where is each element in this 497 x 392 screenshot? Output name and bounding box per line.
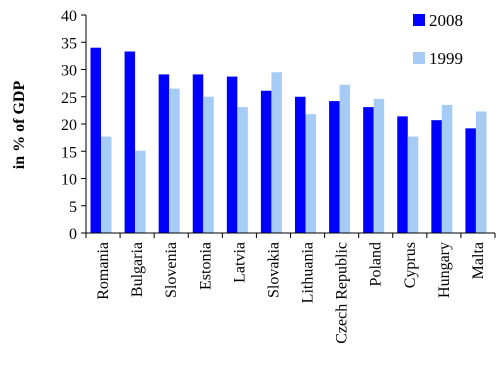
legend-swatch (413, 14, 425, 26)
bar-2008-lithuania (295, 96, 306, 233)
bar-1999-slovenia (169, 88, 180, 233)
bar-2008-slovakia (260, 90, 272, 233)
legend-label: 2008 (429, 11, 463, 30)
x-tick-label: Latvia (231, 242, 248, 283)
bar-2008-latvia (226, 76, 238, 234)
bar-1999-cyprus (407, 136, 419, 233)
legend: 2008 1999 (413, 11, 463, 68)
bar-1999-czech-republic (339, 84, 351, 233)
x-tick-label: Lithuania (300, 242, 317, 303)
x-tick-label: Czech Republic (334, 242, 351, 344)
y-tick-label: 25 (61, 90, 77, 107)
y-tick-label: 35 (61, 35, 77, 52)
bar-2008-cyprus (397, 116, 408, 233)
x-tick-label: Slovenia (163, 242, 180, 298)
bar-2008-poland (363, 107, 374, 233)
y-tick-label: 20 (61, 117, 77, 134)
x-tick-label: Slovakia (265, 242, 282, 298)
bar-1999-lithuania (305, 114, 316, 233)
x-tick-label: Cyprus (402, 242, 419, 288)
bar-1999-hungary (441, 104, 453, 233)
y-tick-label: 30 (61, 63, 77, 80)
bar-1999-latvia (237, 107, 248, 233)
x-tick-label: Poland (368, 242, 385, 286)
x-tick-label: Estonia (197, 242, 214, 290)
bar-1999-poland (373, 98, 385, 234)
bar-2008-czech-republic (329, 101, 340, 233)
x-tick-label: Malta (470, 242, 487, 279)
bar-1999-malta (475, 111, 487, 233)
y-tick-label: 40 (61, 8, 77, 25)
bar-1999-slovakia (271, 72, 282, 233)
y-tick-label: 0 (69, 226, 77, 243)
bar-2008-bulgaria (124, 51, 136, 233)
bar-2008-estonia (192, 74, 204, 233)
x-tick-label: Romania (95, 242, 112, 300)
bar-2008-romania (90, 47, 101, 234)
bar-2008-slovenia (158, 74, 170, 233)
bar-2008-hungary (431, 120, 442, 233)
bar-2008-malta (465, 128, 476, 233)
x-axis: Romania Bulgaria Slovenia Estonia Latvia Slov… (85, 232, 496, 344)
x-tick-label: Hungary (436, 242, 453, 298)
y-tick-label: 10 (61, 172, 77, 189)
bar-1999-bulgaria (135, 150, 146, 233)
y-tick-label: 15 (61, 144, 77, 161)
bar-1999-romania (101, 136, 112, 233)
bar-1999-estonia (203, 96, 214, 233)
legend-swatch (413, 52, 425, 64)
bars-group (90, 47, 487, 234)
y-tick-label: 5 (69, 199, 77, 216)
x-tick-label: Bulgaria (129, 242, 146, 297)
y-axis-title: in % of GDP (11, 81, 28, 170)
legend-label: 1999 (429, 49, 463, 68)
y-axis: 0 5 10 15 20 25 30 35 40 (61, 8, 87, 243)
